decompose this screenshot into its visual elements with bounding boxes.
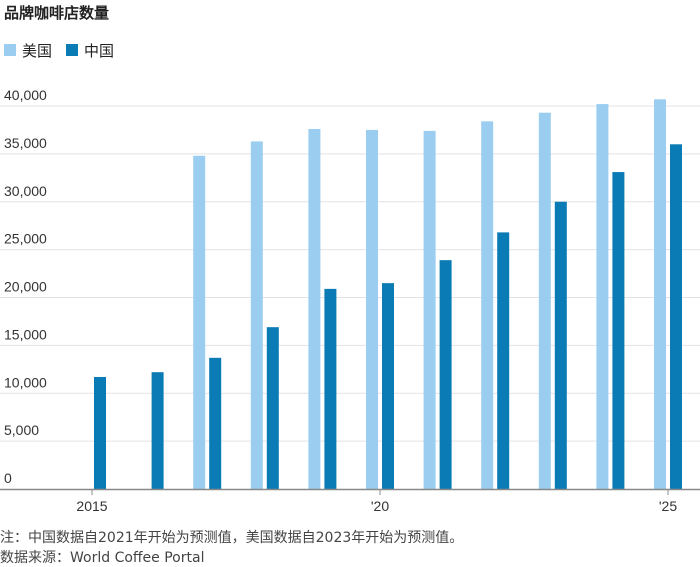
- bar-china-2020: [382, 283, 394, 489]
- bar-china-2016: [151, 372, 164, 489]
- bar-china-2021: [439, 260, 452, 489]
- legend-item-china: 中国: [66, 40, 114, 61]
- bar-usa-2021: [423, 130, 436, 489]
- x-tick-label-2025: '25: [659, 498, 677, 514]
- bar-usa-2019: [308, 128, 321, 490]
- bar-china-2017: [209, 357, 222, 489]
- footnote: 注：中国数据自2021年开始为预测值，美国数据自2023年开始为预测值。: [0, 530, 464, 546]
- bar-usa-2023: [538, 112, 551, 489]
- legend-label-usa: 美国: [22, 41, 53, 60]
- legend-swatch-china: [66, 44, 79, 56]
- grid-layer: [0, 105, 700, 442]
- y-tick-label-10000: 10,000: [4, 374, 47, 390]
- y-tick-label-25000: 25,000: [4, 231, 47, 247]
- legend-item-usa: 美国: [4, 40, 52, 61]
- y-tick-label-40000: 40,000: [4, 87, 47, 103]
- x-tick-label-2015: 2015: [76, 498, 107, 514]
- bar-china-2023: [554, 201, 567, 489]
- bar-china-2015: [94, 376, 106, 489]
- y-tick-label-15000: 15,000: [4, 326, 47, 342]
- bar-usa-2020: [366, 129, 378, 489]
- bar-usa-2017: [193, 155, 206, 490]
- bar-usa-2022: [481, 121, 494, 489]
- y-tick-label-30000: 30,000: [4, 183, 47, 199]
- y-tick-label-5000: 5,000: [4, 422, 39, 438]
- legend-label-china: 中国: [84, 41, 115, 60]
- chart-legend: 美国 中国: [4, 40, 128, 60]
- source-note: 数据来源：World Coffee Portal: [0, 550, 205, 566]
- legend-swatch-usa: [4, 44, 16, 56]
- y-tick-label-20000: 20,000: [4, 279, 47, 295]
- bar-china-2018: [266, 327, 279, 489]
- y-tick-label-35000: 35,000: [4, 135, 47, 151]
- bar-layer: [94, 99, 682, 490]
- bar-china-2019: [324, 288, 337, 489]
- x-tick-label-2020: '20: [371, 498, 389, 514]
- chart-title: 品牌咖啡店数量: [4, 4, 110, 22]
- bar-usa-2024: [596, 104, 609, 490]
- bar-usa-2025: [654, 99, 666, 490]
- bar-china-2022: [497, 232, 510, 489]
- axis-layer: 0 5,000 10,000 15,000 20,000 25,000 30,000 35,0…: [0, 87, 700, 514]
- bar-usa-2018: [250, 141, 263, 490]
- y-tick-label-0: 0: [4, 470, 12, 486]
- bar-china-2024: [612, 172, 625, 489]
- bar-china-2025: [670, 144, 682, 490]
